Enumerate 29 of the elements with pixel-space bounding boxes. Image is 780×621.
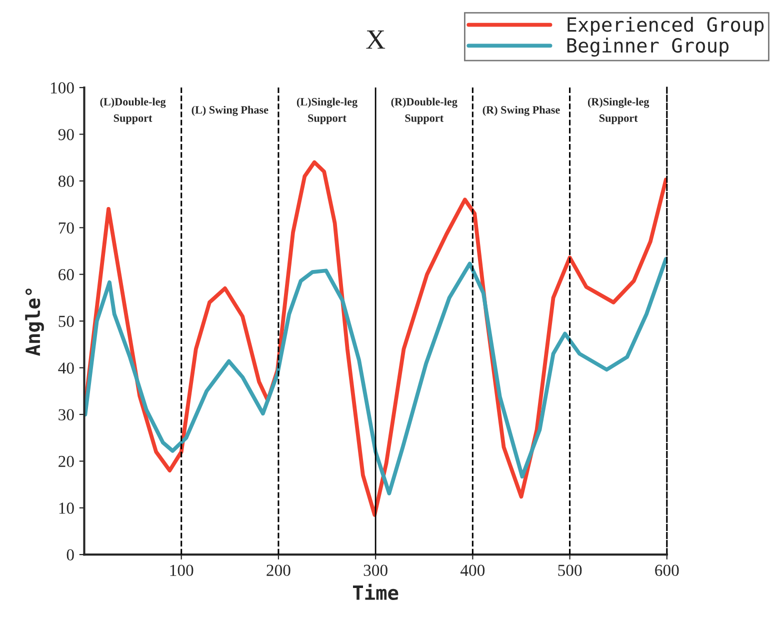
y-tick-label: 90 xyxy=(58,128,74,140)
x-tick-label: 600 xyxy=(655,564,679,576)
y-axis-title: Angle° xyxy=(25,288,44,356)
x-tick-label: 400 xyxy=(460,564,485,576)
line-series xyxy=(84,257,667,496)
x-tick-label: 100 xyxy=(170,564,194,576)
x-tick-label: 300 xyxy=(364,564,388,576)
y-tick-label: 30 xyxy=(58,409,74,420)
annotation: (L)Single-leg Support xyxy=(296,98,358,124)
y-tick-label: 50 xyxy=(58,316,74,328)
annotation: (L)Double-leg Support xyxy=(100,98,166,124)
y-tick-label: 40 xyxy=(58,362,74,374)
annotation: (R)Double-leg Support xyxy=(391,98,458,124)
y-tick-label: 20 xyxy=(58,456,74,468)
y-tick-label: 80 xyxy=(58,176,74,187)
y-tick-label: 100 xyxy=(50,82,74,94)
x-tick-label: 200 xyxy=(266,564,290,576)
x-tick-label: 500 xyxy=(558,564,582,576)
y-tick-label: 0 xyxy=(66,549,74,560)
legend-label: Experienced Group xyxy=(568,16,764,36)
y-tick-label: 10 xyxy=(59,502,74,514)
annotation: (L) Swing Phase xyxy=(192,106,268,116)
y-tick-label: 60 xyxy=(58,269,74,280)
y-tick-label: 70 xyxy=(58,222,74,234)
legend-label: Beginner Group xyxy=(567,38,729,57)
x-axis-title: Time xyxy=(353,584,398,600)
annotation: (R)Single-leg Support xyxy=(588,98,650,124)
annotation: (R) Swing Phase xyxy=(482,106,560,116)
chart-title: X xyxy=(366,30,386,49)
